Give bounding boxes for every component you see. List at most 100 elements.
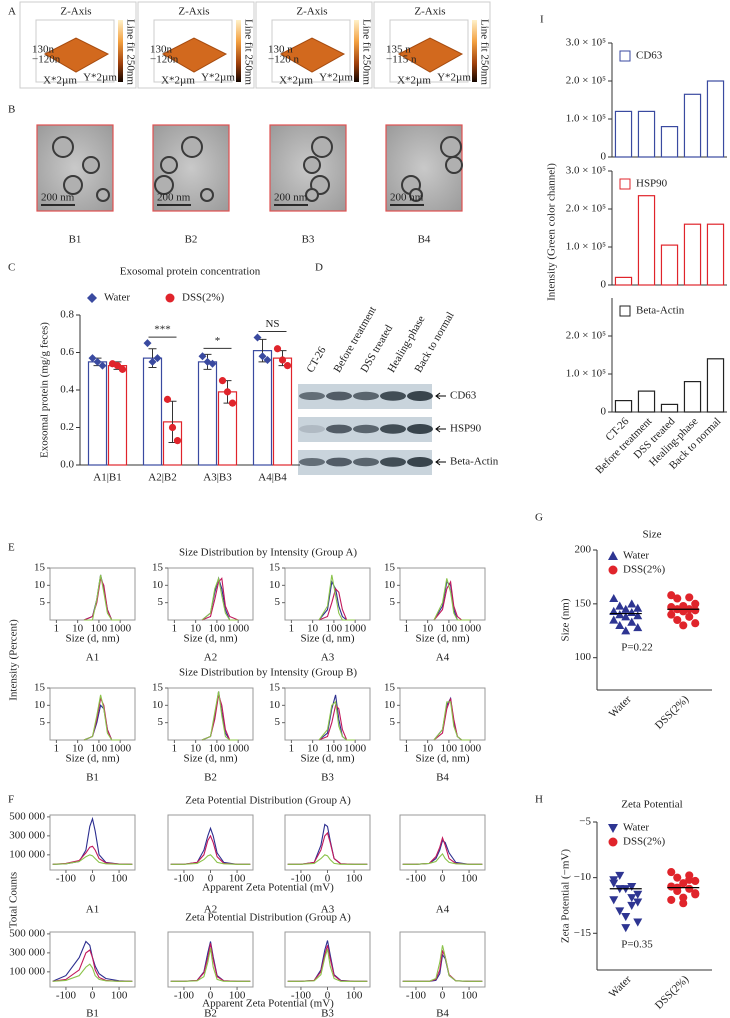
y-tick-label: 15 bbox=[152, 562, 164, 574]
bar bbox=[706, 223, 725, 286]
panel-letter: I bbox=[540, 14, 544, 26]
y-tick-label: 0 bbox=[601, 151, 607, 163]
x-tick-label: 100 bbox=[209, 623, 226, 635]
data-point bbox=[609, 876, 619, 885]
panel-label: B3 bbox=[321, 1008, 334, 1018]
y-tick-label: 15 bbox=[384, 682, 396, 694]
blot-band bbox=[380, 424, 406, 434]
x-tick-label: 1000 bbox=[109, 743, 132, 755]
y-tick-label: −10 bbox=[574, 871, 592, 883]
legend-marker bbox=[608, 565, 618, 575]
y-tick-label: 15 bbox=[269, 682, 281, 694]
afm-z-top: 130n bbox=[150, 44, 173, 56]
y-tick-label: 1.0 × 10⁵ bbox=[566, 113, 606, 125]
bar bbox=[197, 361, 218, 466]
tem-vesicle bbox=[311, 136, 333, 158]
data-point bbox=[93, 357, 102, 366]
data-point bbox=[633, 623, 643, 632]
data-point bbox=[615, 601, 625, 610]
afm-box bbox=[389, 19, 469, 83]
data-point bbox=[685, 593, 694, 602]
y-tick-label: 0 bbox=[601, 279, 607, 291]
y-tick-label: 3.0 × 10⁵ bbox=[566, 37, 606, 49]
tem-label: B3 bbox=[302, 234, 315, 246]
x-tick-label: 0 bbox=[440, 873, 446, 885]
afm-x-axis: X*2µm bbox=[279, 75, 313, 87]
blot-band bbox=[326, 457, 352, 467]
panel-label: B3 bbox=[321, 772, 334, 784]
panel-label: B4 bbox=[436, 1008, 449, 1018]
data-point bbox=[621, 626, 631, 635]
blot-band bbox=[299, 425, 325, 433]
y-tick-label: 3.0 × 10⁵ bbox=[566, 165, 606, 177]
afm-x-axis: X*2µm bbox=[43, 75, 77, 87]
x-tick-label: Water bbox=[607, 973, 634, 1000]
legend-label: DSS(2%) bbox=[623, 836, 666, 848]
afm-x-axis: X*2µm bbox=[161, 75, 195, 87]
panel-label: B4 bbox=[436, 772, 449, 784]
afm-surface bbox=[161, 37, 228, 73]
y-tick-label: 150 bbox=[575, 597, 592, 609]
plot-frame bbox=[284, 814, 371, 871]
x-tick-label: A4|B4 bbox=[258, 472, 287, 484]
x-tick-label: -100 bbox=[291, 990, 312, 1002]
x-tick-label: 10 bbox=[190, 623, 202, 635]
series-line bbox=[433, 701, 471, 741]
tem-vesicle bbox=[52, 136, 74, 158]
tem-scale-text: 200 nm bbox=[157, 192, 191, 204]
x-tick-label: 100 bbox=[229, 873, 246, 885]
afm-z-top: 130n bbox=[32, 44, 55, 56]
legend-marker bbox=[608, 824, 618, 833]
series-line bbox=[52, 963, 133, 982]
x-axis-label: Size (d, nm) bbox=[65, 753, 119, 765]
x-tick-label: 0 bbox=[325, 873, 331, 885]
annotation: P=0.35 bbox=[621, 939, 653, 951]
bar bbox=[660, 125, 679, 158]
y-tick-label: 2.0 × 10⁵ bbox=[566, 75, 606, 87]
afm-z-bottom: −115 n bbox=[386, 54, 417, 66]
afm-surface bbox=[43, 37, 110, 73]
tem-scale-text: 200 nm bbox=[41, 192, 75, 204]
x-tick-label: 1000 bbox=[227, 743, 250, 755]
chart-title: Size bbox=[643, 529, 662, 541]
chart-title: Zeta Potential Distribution (Group A) bbox=[185, 795, 351, 807]
data-point bbox=[263, 356, 272, 364]
blot-band bbox=[380, 457, 406, 467]
tem-vesicle bbox=[303, 156, 321, 174]
x-tick-label: 100 bbox=[111, 990, 128, 1002]
data-point bbox=[258, 352, 267, 361]
data-point bbox=[609, 896, 619, 905]
afm-color-bar bbox=[354, 20, 359, 82]
x-tick-label: 1 bbox=[54, 743, 60, 755]
data-point bbox=[208, 359, 217, 368]
data-point bbox=[685, 612, 694, 621]
chart-title: Size Distribution by Intensity (Group A) bbox=[179, 547, 357, 559]
y-tick-label: −15 bbox=[574, 927, 592, 939]
data-point bbox=[633, 898, 643, 907]
y-tick-label: 10 bbox=[34, 699, 46, 711]
blot-band bbox=[326, 424, 352, 434]
data-point bbox=[143, 339, 152, 348]
series-line bbox=[83, 696, 121, 741]
y-tick-label: 1.0 × 10⁵ bbox=[566, 368, 606, 380]
y-tick-label: 0.2 bbox=[60, 421, 74, 433]
data-point bbox=[691, 876, 700, 886]
series-line bbox=[287, 854, 368, 865]
series-line bbox=[52, 940, 133, 982]
series-line bbox=[52, 816, 133, 865]
panel-label: A3 bbox=[321, 904, 335, 916]
data-point bbox=[148, 357, 157, 366]
y-tick-label: 200 bbox=[575, 544, 592, 556]
bar bbox=[683, 93, 702, 158]
x-tick-label: -100 bbox=[406, 873, 427, 885]
legend-marker bbox=[608, 837, 618, 847]
x-tick-label: 100 bbox=[229, 990, 246, 1002]
y-tick-label: 5 bbox=[158, 716, 164, 728]
tem-vesicle bbox=[181, 136, 203, 158]
blot-band-label: HSP90 bbox=[450, 423, 482, 435]
data-point bbox=[609, 593, 619, 603]
y-tick-label: 0.0 bbox=[60, 459, 74, 471]
data-point bbox=[667, 610, 676, 619]
afm-color-bar bbox=[472, 20, 477, 82]
y-tick-label: 2.0 × 10⁵ bbox=[566, 203, 606, 215]
